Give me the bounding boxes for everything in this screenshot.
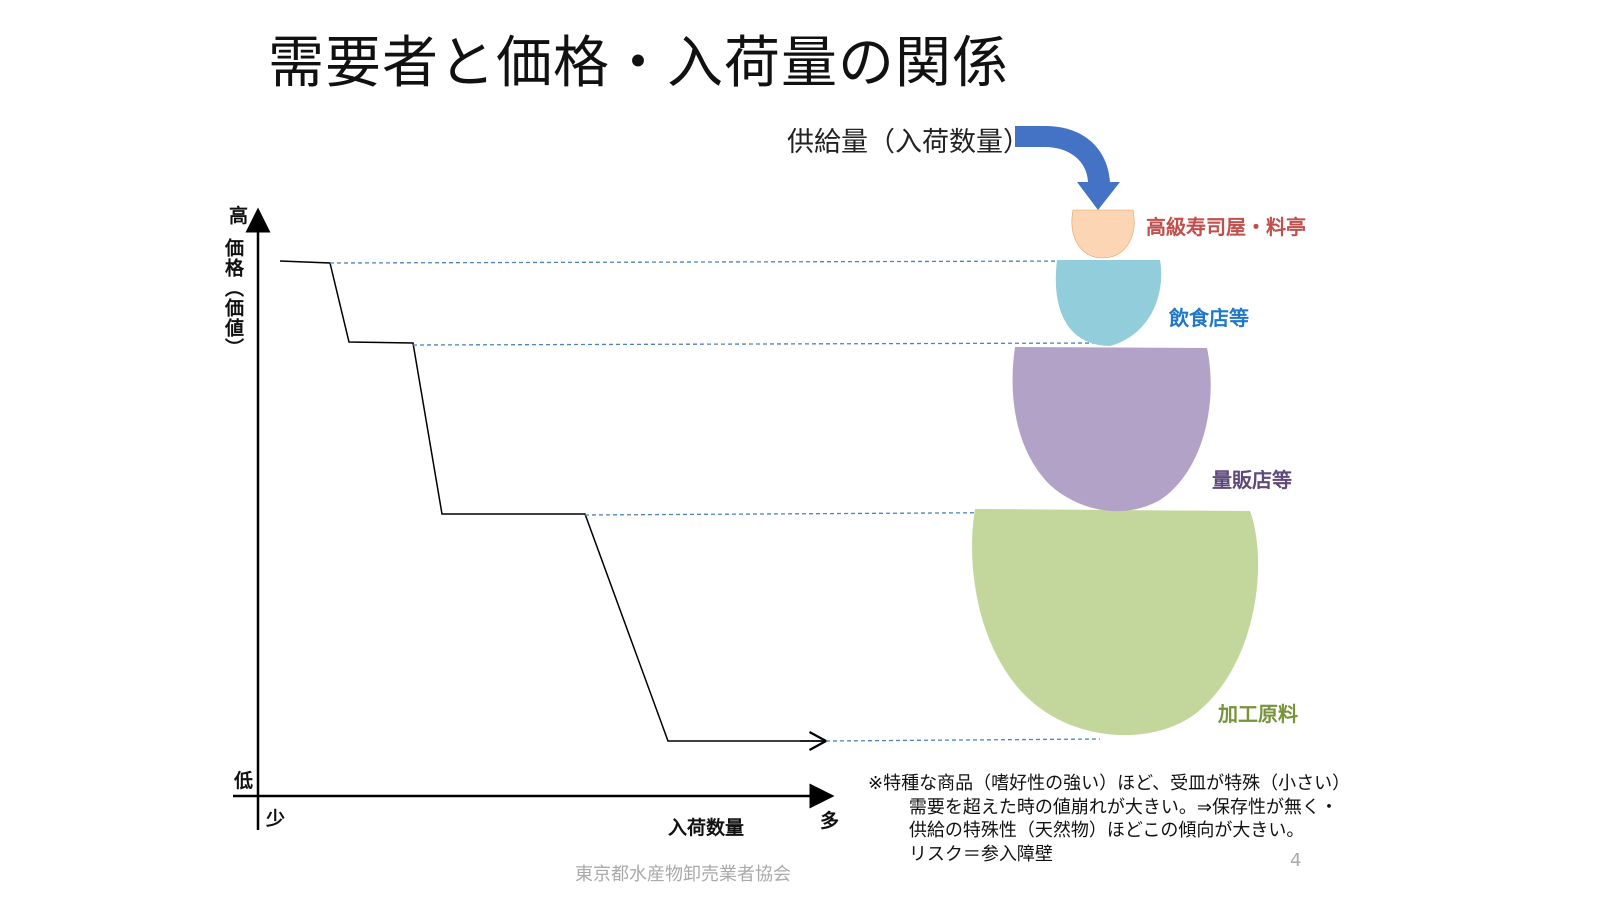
x-axis-low-label: 少 — [266, 808, 286, 830]
y-axis-title: 価格（価値） — [222, 238, 244, 358]
dashed-line-4 — [825, 738, 1101, 742]
footer-org: 東京都水産物卸売業者協会 — [575, 864, 791, 885]
slide-title: 需要者と価格・入荷量の関係 — [268, 31, 1009, 96]
segment-label-processing: 加工原料 — [1218, 702, 1298, 726]
note-line-3: 供給の特殊性（天然物）ほどこの傾向が大きい。 — [908, 820, 1305, 841]
segment-label-restaurant: 飲食店等 — [1169, 306, 1249, 330]
note-line-4: リスク＝参入障壁 — [908, 843, 1053, 865]
bowl-processing — [972, 509, 1259, 736]
page-number: 4 — [1290, 850, 1302, 871]
note-text: ※特種な商品（嗜好性の強い）ほど、受皿が特殊（小さい） 需要を超えた時の値崩れが… — [868, 772, 1350, 866]
dashed-line-1 — [329, 260, 1086, 264]
x-axis-title: 入荷数量 — [668, 817, 745, 839]
y-axis-low-label: 低 — [234, 770, 254, 792]
note-line-1: ※特種な商品（嗜好性の強い）ほど、受皿が特殊（小さい） — [868, 773, 1351, 794]
x-axis-high-label: 多 — [820, 810, 840, 832]
segment-label-mass-retail: 量販店等 — [1212, 468, 1292, 492]
demand-curve — [279, 260, 822, 742]
bowl-sushi — [1071, 209, 1135, 259]
segment-label-sushi: 高級寿司屋・料亭 — [1146, 215, 1306, 239]
bowl-restaurant — [1055, 260, 1162, 346]
note-line-2: 需要を超えた時の値崩れが大きい。⇒保存性が無く・ — [908, 796, 1338, 818]
bowl-mass-retail — [1012, 347, 1211, 512]
supply-label: 供給量（入荷数量） — [787, 127, 1030, 158]
supply-arrow — [1015, 126, 1120, 210]
y-axis-high-label: 高 — [229, 205, 249, 227]
dashed-line-2 — [412, 342, 1106, 346]
